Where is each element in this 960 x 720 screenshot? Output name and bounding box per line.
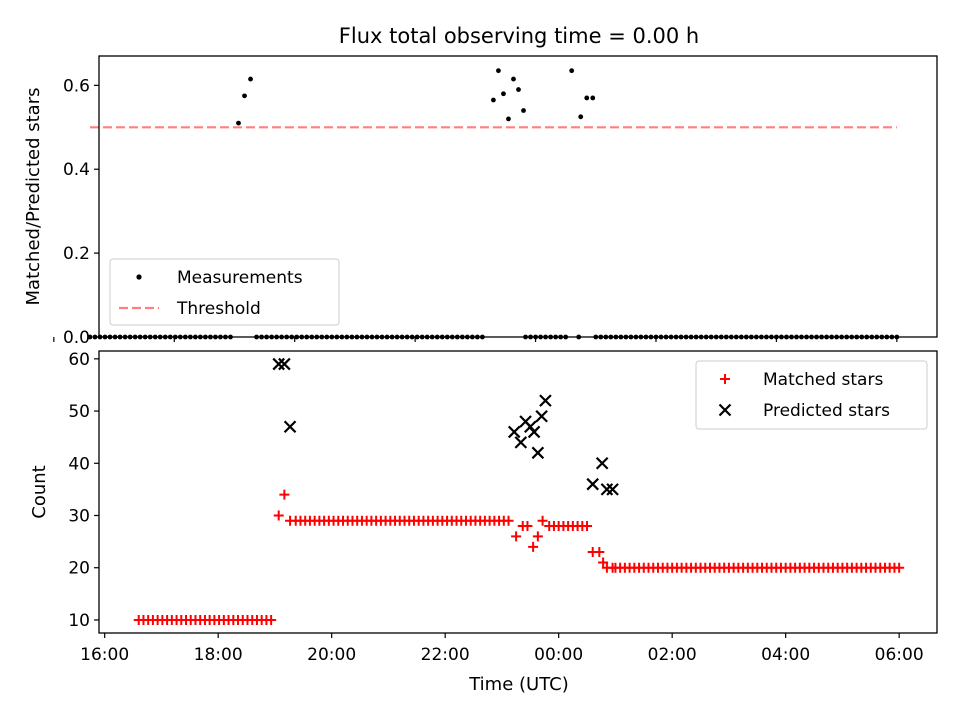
- predicted-stars-series: [272, 357, 619, 496]
- matched-stars-series: [133, 489, 905, 625]
- x-tick-label: 18:00: [194, 645, 243, 665]
- legend-bottom: Matched stars Predicted stars: [695, 360, 928, 430]
- predicted-star-point: [595, 457, 609, 470]
- top-plot-frame: [98, 55, 938, 338]
- y-tick-label: 0.0: [63, 328, 90, 348]
- matched-star-point: [266, 614, 277, 625]
- legend-box: [695, 360, 928, 430]
- y-tick-label: 0.2: [63, 244, 90, 264]
- measurement-point: [236, 120, 241, 126]
- matched-star-point: [582, 520, 593, 531]
- legend-measurements-label: Measurements: [177, 268, 303, 288]
- measurement-point: [511, 76, 516, 82]
- y-tick-label: 0.6: [63, 76, 90, 96]
- predicted-star-point: [283, 420, 297, 433]
- y-tick-label: 40: [68, 454, 90, 474]
- x-axis-label: Time (UTC): [468, 674, 569, 695]
- measurement-point: [242, 93, 247, 99]
- matched-star-point: [598, 557, 609, 568]
- legend-matched-marker: [720, 374, 730, 384]
- predicted-star-point: [527, 425, 541, 439]
- y-tick-label: 30: [68, 507, 90, 527]
- x-tick-label: 06:00: [875, 645, 924, 665]
- measurement-point: [491, 97, 496, 103]
- legend-matched-label: Matched stars: [763, 370, 883, 390]
- y-tick-label: 10: [68, 611, 90, 631]
- x-tick-label: 16:00: [80, 645, 129, 665]
- legend-predicted-label: Predicted stars: [763, 401, 890, 421]
- measurement-point: [590, 95, 596, 101]
- measurement-point: [501, 91, 506, 97]
- matched-star-point: [511, 531, 522, 542]
- measurement-point: [506, 116, 511, 122]
- predicted-star-point: [514, 436, 528, 449]
- bottom-panel: 10 20 30 40 50 60 16:00 18:00 20:00 22:00 00:00 02:…: [29, 350, 938, 665]
- legend-top: Measurements Threshold: [109, 258, 340, 326]
- legend-threshold-label: Threshold: [176, 299, 261, 319]
- matched-star-point: [285, 515, 296, 526]
- predicted-star-point: [272, 357, 285, 371]
- x-tick-label: 00:00: [534, 645, 583, 665]
- legend-box: [109, 258, 340, 326]
- legend-measurements-marker: [136, 274, 142, 280]
- bottom-plot-frame: [98, 350, 938, 634]
- x-tick-label: 02:00: [648, 645, 697, 665]
- matched-star-point: [528, 541, 539, 552]
- matched-star-point: [607, 562, 618, 573]
- matched-star-point: [894, 562, 905, 573]
- y-tick-label: 20: [68, 559, 90, 579]
- predicted-star-point: [278, 357, 291, 371]
- predicted-star-point: [535, 410, 548, 423]
- matched-star-point: [503, 515, 514, 526]
- x-tick-label: 04:00: [761, 645, 810, 665]
- matched-star-point: [532, 531, 543, 542]
- matched-star-point: [273, 510, 284, 521]
- predicted-star-point: [600, 483, 614, 496]
- measurement-point: [578, 114, 584, 120]
- y-axis-label: Matched/Predicted stars: [23, 88, 44, 306]
- predicted-star-point: [606, 483, 619, 496]
- predicted-star-point: [531, 446, 545, 460]
- matched-star-point: [537, 515, 548, 526]
- predicted-star-point: [586, 477, 599, 491]
- legend-predicted-marker: [718, 403, 732, 417]
- x-tick-label: 20:00: [307, 645, 356, 665]
- matched-star-point: [522, 520, 533, 531]
- measurement-point: [496, 68, 501, 74]
- y-tick-label: 50: [68, 402, 90, 422]
- matched-star-point: [279, 489, 290, 500]
- y-tick-label: 0.4: [63, 160, 90, 180]
- measurement-point: [87, 334, 93, 340]
- y-axis-label: Count: [29, 465, 50, 518]
- chart-title: Flux total observing time = 0.00 h: [339, 24, 699, 48]
- measurement-point: [248, 76, 253, 82]
- measurement-point: [521, 108, 526, 113]
- x-tick-label: 22:00: [421, 645, 470, 665]
- top-panel: 0.0 0.2 0.4 0.6 Matched/Predicted stars Measu…: [23, 55, 938, 348]
- measurement-point: [569, 68, 575, 74]
- predicted-star-point: [539, 394, 552, 407]
- y-tick-label: 60: [68, 350, 90, 370]
- measurement-point: [516, 87, 521, 92]
- measurement-point: [584, 95, 590, 101]
- matched-star-point: [594, 547, 605, 558]
- predicted-star-point: [507, 425, 521, 439]
